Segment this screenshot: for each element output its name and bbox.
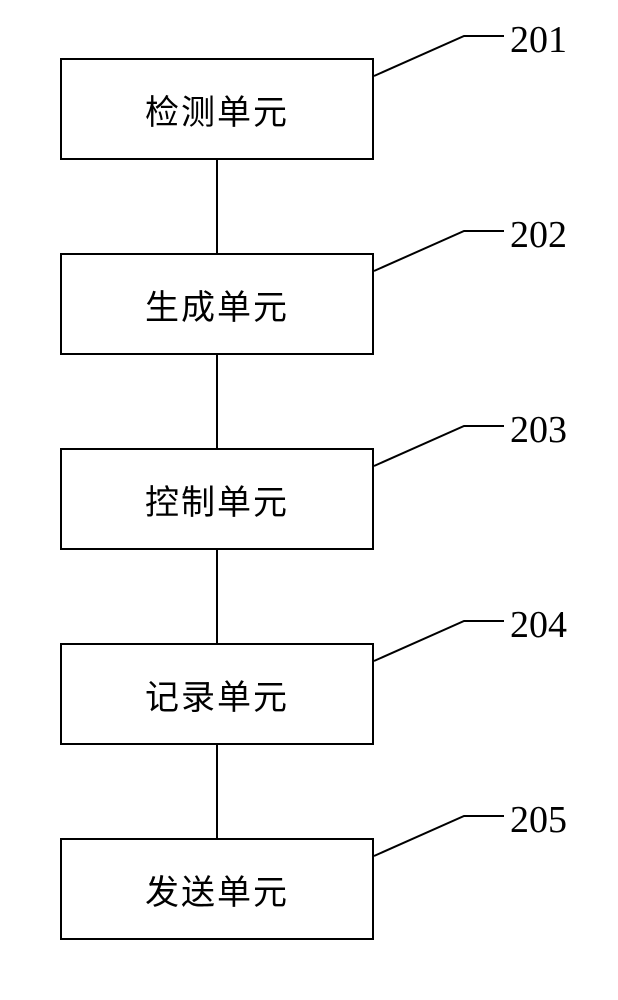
connector-n1-n2 xyxy=(216,160,218,253)
connector-n4-n5 xyxy=(216,745,218,838)
callout-label-n5: 205 xyxy=(510,798,567,842)
connector-n3-n4 xyxy=(216,550,218,643)
callout-line-n5 xyxy=(0,0,618,1000)
connector-n2-n3 xyxy=(216,355,218,448)
flow-diagram: 检测单元201生成单元202控制单元203记录单元204发送单元205 xyxy=(0,0,618,1000)
